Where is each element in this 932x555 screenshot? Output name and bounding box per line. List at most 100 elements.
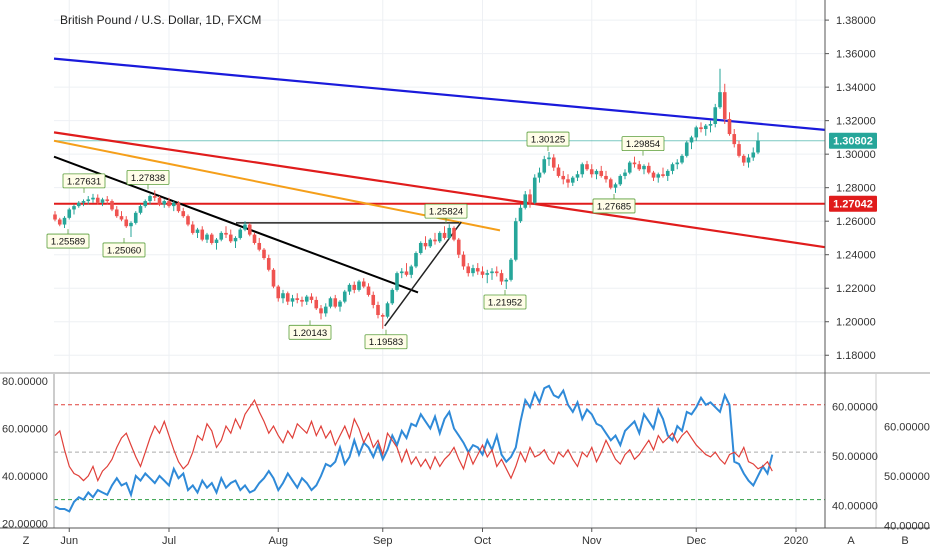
candle-body xyxy=(532,177,537,203)
price-tick-label: 1.30000 xyxy=(836,149,876,161)
candle-body xyxy=(57,219,62,225)
candle-body xyxy=(737,144,741,156)
candle-body xyxy=(95,197,100,203)
candle-body xyxy=(509,259,513,280)
candle-body xyxy=(604,175,608,180)
candle-body xyxy=(214,239,219,243)
trend-line-blue xyxy=(53,57,826,131)
candle-body xyxy=(91,197,95,200)
oscillator-left-tick-label: 40.00000 xyxy=(2,471,48,483)
price-tick-label: 1.34000 xyxy=(836,82,876,94)
candle-body xyxy=(499,273,504,282)
candle-body xyxy=(114,209,119,217)
candle-body xyxy=(157,197,162,205)
candle-body xyxy=(304,296,309,302)
candle-body xyxy=(171,202,176,207)
candle-body xyxy=(138,206,143,213)
annotation-label: 1.27838 xyxy=(131,173,165,184)
candle-body xyxy=(129,222,133,227)
candle-body xyxy=(670,164,675,171)
candle-body xyxy=(176,202,181,212)
candle-body xyxy=(81,201,86,203)
candle-body xyxy=(290,298,295,302)
price-annotations: 1.27631 1.27838 1.25589 1.25060 1.20143 1.195… xyxy=(46,131,665,350)
annotation-label: 1.25060 xyxy=(107,245,141,256)
candle-body xyxy=(395,273,399,290)
annotation-label: 1.30125 xyxy=(531,135,565,146)
price-tick-label: 1.32000 xyxy=(836,116,876,128)
candle-body xyxy=(342,291,347,302)
current-price-badge xyxy=(829,195,877,212)
candle-body xyxy=(513,221,518,260)
candle-body xyxy=(167,201,171,207)
candle-body xyxy=(200,229,205,240)
candle-body xyxy=(570,177,575,183)
candle-body xyxy=(409,266,414,275)
candle-body xyxy=(727,118,732,135)
candle-body xyxy=(589,169,594,175)
annotation-label: 1.27685 xyxy=(597,201,631,212)
candle-body xyxy=(433,239,437,242)
candle-body xyxy=(133,212,138,223)
candle-body xyxy=(437,232,442,242)
candle-body xyxy=(181,211,186,217)
current-price-label: 1.30802 xyxy=(833,136,873,148)
candle-body xyxy=(694,127,699,138)
annotation-label: 1.19583 xyxy=(369,337,403,348)
oscillator-red-line xyxy=(54,398,773,483)
candle-body xyxy=(585,164,589,170)
candle-body xyxy=(371,294,376,305)
annotation-label: 1.20143 xyxy=(293,328,327,339)
candle-body xyxy=(380,315,385,317)
candle-body xyxy=(756,140,760,153)
main-price-grid xyxy=(54,0,825,528)
oscillator-left-tick-label: 80.00000 xyxy=(2,376,48,388)
candle-body xyxy=(243,224,247,230)
time-tick-label: Aug xyxy=(268,535,288,547)
candle-body xyxy=(675,162,680,165)
oscillator-right-tick-label: 50.00000 xyxy=(832,451,878,463)
candle-body xyxy=(333,298,338,307)
candle-body xyxy=(494,271,499,274)
candle-body xyxy=(53,214,57,220)
scale-label-a: A xyxy=(847,535,855,547)
candle-body xyxy=(471,268,475,274)
candle-body xyxy=(708,124,713,126)
candle-body xyxy=(266,258,271,270)
time-tick-label: Dec xyxy=(686,535,706,547)
candle-body xyxy=(300,299,304,302)
candle-body xyxy=(680,155,684,163)
time-tick-label: Oct xyxy=(474,535,491,547)
candle-body xyxy=(661,174,665,176)
price-tick-label: 1.38000 xyxy=(836,15,876,27)
candle-body xyxy=(190,224,195,233)
candle-body xyxy=(62,217,67,225)
price-tick-label: 1.20000 xyxy=(836,317,876,329)
annotation-label: 1.25824 xyxy=(429,207,463,218)
time-tick-label: Jul xyxy=(162,535,176,547)
candle-body xyxy=(423,242,428,247)
candle-body xyxy=(642,165,646,170)
candle-body xyxy=(699,127,703,130)
candle-body xyxy=(285,293,290,302)
candle-body xyxy=(713,107,718,124)
candlestick-series xyxy=(53,68,760,329)
candle-body xyxy=(646,165,651,173)
candle-body xyxy=(281,293,285,299)
candle-body xyxy=(485,273,490,275)
time-tick-label: Jun xyxy=(60,535,78,547)
candle-body xyxy=(366,286,371,295)
candle-body xyxy=(86,199,91,202)
trend-line-red xyxy=(53,131,826,249)
candle-body xyxy=(276,286,281,299)
candle-body xyxy=(309,296,314,300)
candle-body xyxy=(399,271,404,274)
candle-body xyxy=(376,304,380,316)
candle-body xyxy=(228,234,233,242)
candle-body xyxy=(656,174,661,178)
candle-body xyxy=(722,92,727,119)
candle-body xyxy=(504,279,509,282)
candle-body xyxy=(466,266,471,274)
